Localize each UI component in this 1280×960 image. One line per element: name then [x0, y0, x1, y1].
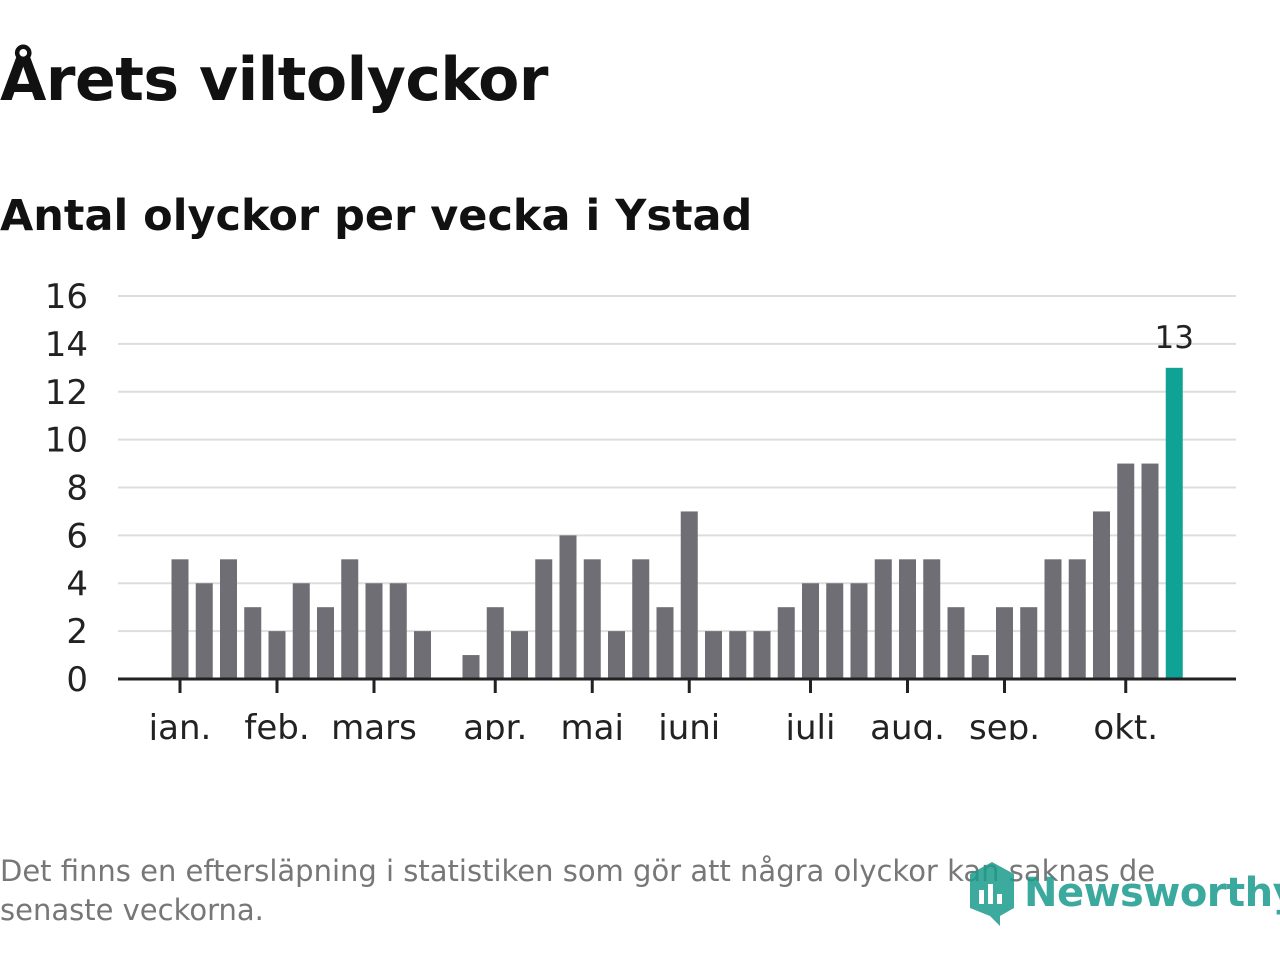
bar — [1020, 607, 1038, 679]
bar — [583, 559, 601, 679]
bar — [996, 607, 1013, 679]
y-tick-label: 12 — [45, 373, 88, 413]
brand-logo[interactable]: Newsworthy — [966, 858, 1280, 928]
bar — [632, 559, 650, 679]
bar — [195, 583, 213, 679]
bar — [971, 655, 989, 679]
data-label: 13 — [1155, 320, 1194, 356]
bar — [1068, 559, 1086, 679]
y-tick-label: 14 — [45, 325, 88, 365]
x-tick-label: feb. — [244, 708, 309, 740]
y-tick-label: 4 — [66, 564, 88, 604]
bar — [850, 583, 868, 679]
x-tick-label: mars — [331, 708, 417, 740]
brand-name: Newsworthy — [1024, 870, 1280, 916]
y-tick-label: 6 — [66, 516, 88, 556]
bar — [462, 655, 480, 679]
bar — [486, 607, 504, 679]
bar — [608, 631, 625, 679]
y-tick-label: 16 — [45, 277, 88, 317]
bar — [268, 631, 286, 679]
bar — [656, 607, 674, 679]
bar — [1093, 511, 1110, 679]
bar — [1117, 463, 1135, 679]
y-axis-ticks: 0 2 4 6 8 10 12 14 16 — [45, 277, 88, 700]
bar — [680, 511, 698, 679]
bar — [729, 631, 747, 679]
y-tick-label: 8 — [66, 469, 88, 509]
bar — [389, 583, 407, 679]
grid-lines — [118, 295, 1236, 633]
footnote: Det finns en eftersläpning i statistiken… — [0, 854, 1156, 927]
bar-highlight — [1165, 367, 1183, 679]
bar-chart: 0 2 4 6 8 10 12 14 16 jan. feb. mars apr. maj juni jul… — [45, 277, 1236, 740]
y-tick-label: 0 — [66, 660, 88, 700]
chart-subtitle: Antal olyckor per vecka i Ystad — [0, 191, 753, 241]
bar — [753, 631, 771, 679]
bar — [511, 631, 528, 679]
x-tick-label: sep. — [969, 708, 1040, 740]
x-tick-label: juli — [785, 708, 836, 740]
bar — [559, 535, 577, 679]
x-tick-label: juni — [657, 708, 720, 740]
bar — [535, 559, 553, 679]
bar — [923, 559, 941, 679]
bars — [171, 367, 1183, 679]
bar — [947, 607, 965, 679]
x-axis-ticks: jan. feb. mars apr. maj juni juli aug. sep. okt. — [148, 679, 1158, 740]
bar — [292, 583, 310, 679]
x-tick-label: aug. — [870, 708, 945, 740]
bar — [341, 559, 359, 679]
bar — [244, 607, 262, 679]
x-tick-label: jan. — [148, 708, 212, 740]
bar — [1141, 463, 1159, 679]
x-tick-label: apr. — [463, 708, 527, 740]
bar — [874, 559, 892, 679]
bar — [365, 583, 383, 679]
bar — [802, 583, 819, 679]
bar — [414, 631, 431, 679]
chart-title: Årets viltolyckor — [0, 45, 549, 115]
bar — [1044, 559, 1062, 679]
y-tick-label: 2 — [66, 612, 88, 652]
bar — [317, 607, 334, 679]
x-tick-label: maj — [561, 708, 624, 740]
bar — [171, 559, 189, 679]
bar — [705, 631, 722, 679]
bar — [899, 559, 916, 679]
bar — [826, 583, 844, 679]
bar — [220, 559, 237, 679]
bar — [777, 607, 795, 679]
data-labels: 13 — [1155, 320, 1194, 356]
y-tick-label: 10 — [45, 421, 88, 461]
x-tick-label: okt. — [1093, 708, 1158, 740]
newsworthy-logo-icon — [970, 862, 1014, 926]
